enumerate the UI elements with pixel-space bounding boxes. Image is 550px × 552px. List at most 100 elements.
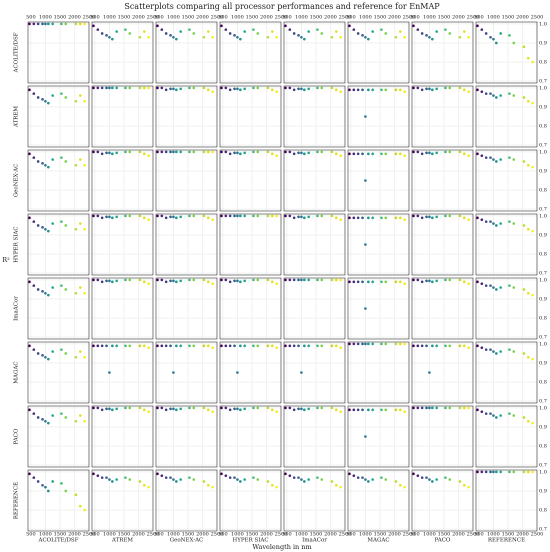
point: [36, 288, 40, 291]
point: [398, 280, 402, 284]
point: [495, 224, 498, 227]
point: [142, 280, 146, 284]
y-tick-label: 0.7: [539, 335, 547, 341]
x-tick-label: 1500: [502, 15, 515, 21]
point: [476, 344, 479, 348]
point: [243, 87, 246, 91]
point: [316, 150, 319, 154]
point: [233, 476, 236, 479]
point: [111, 480, 114, 483]
point: [172, 407, 175, 411]
point: [36, 352, 40, 355]
point: [236, 279, 239, 283]
point: [412, 150, 415, 154]
point: [489, 35, 492, 39]
x-tick-label: 2000: [196, 15, 209, 21]
point: [428, 151, 431, 155]
panel-frame: [27, 277, 90, 340]
point: [458, 150, 462, 154]
point: [156, 344, 159, 348]
point: [160, 28, 164, 31]
point: [128, 150, 132, 154]
point: [224, 474, 228, 478]
point: [233, 87, 236, 91]
point: [115, 478, 118, 481]
x-tick-label: 1500: [438, 532, 451, 538]
point: [51, 94, 54, 97]
point: [480, 28, 484, 31]
y-tick-label: 0.7: [539, 463, 547, 469]
point: [92, 344, 95, 348]
x-tick-label: 500: [282, 532, 292, 538]
point: [489, 348, 492, 351]
point: [128, 406, 132, 410]
point: [74, 291, 78, 295]
x-tick-label: 1500: [246, 532, 259, 538]
point: [462, 216, 466, 220]
point: [425, 215, 428, 219]
point: [288, 150, 292, 154]
point: [489, 156, 492, 159]
point: [508, 348, 511, 351]
point: [111, 408, 114, 412]
point: [420, 88, 424, 92]
point: [239, 37, 242, 41]
point: [252, 150, 255, 154]
point: [147, 86, 150, 90]
point: [334, 408, 338, 412]
x-tick-label: 1500: [310, 532, 323, 538]
point: [275, 90, 278, 94]
point: [284, 344, 287, 348]
point: [448, 278, 452, 282]
panel-frame: [347, 21, 410, 84]
point: [448, 214, 452, 218]
chart-title: Scatterplots comparing all processor per…: [124, 2, 440, 11]
point: [96, 278, 100, 282]
point: [352, 280, 356, 284]
point: [367, 88, 370, 92]
point: [495, 352, 498, 355]
point: [41, 418, 44, 421]
point: [28, 280, 31, 284]
point: [252, 86, 255, 90]
point: [78, 158, 82, 161]
point: [531, 60, 534, 64]
point: [462, 280, 466, 284]
point: [115, 151, 118, 155]
point: [416, 406, 420, 410]
x-tick-label: 1500: [54, 15, 67, 21]
point: [352, 28, 356, 31]
point: [64, 352, 68, 355]
point: [380, 280, 383, 284]
point: [371, 342, 374, 346]
point: [47, 101, 50, 105]
point: [252, 344, 255, 348]
x-tick-label: 1000: [39, 532, 52, 538]
point: [96, 474, 100, 478]
point: [394, 152, 398, 156]
point: [320, 150, 324, 154]
point: [303, 344, 306, 348]
point: [384, 32, 388, 35]
point: [444, 86, 447, 90]
point: [124, 150, 127, 154]
point: [334, 152, 338, 156]
point: [41, 22, 44, 26]
point: [111, 344, 114, 348]
point: [330, 150, 334, 154]
point: [164, 476, 168, 479]
point: [420, 344, 424, 348]
point: [403, 410, 406, 414]
point: [484, 470, 488, 474]
point: [160, 278, 164, 282]
point: [239, 214, 242, 218]
point: [228, 476, 232, 479]
point: [303, 37, 306, 41]
point: [236, 214, 239, 218]
point: [292, 216, 296, 220]
point: [78, 22, 82, 26]
point: [211, 346, 214, 350]
point: [100, 408, 104, 412]
point: [92, 86, 95, 90]
point: [179, 478, 182, 481]
